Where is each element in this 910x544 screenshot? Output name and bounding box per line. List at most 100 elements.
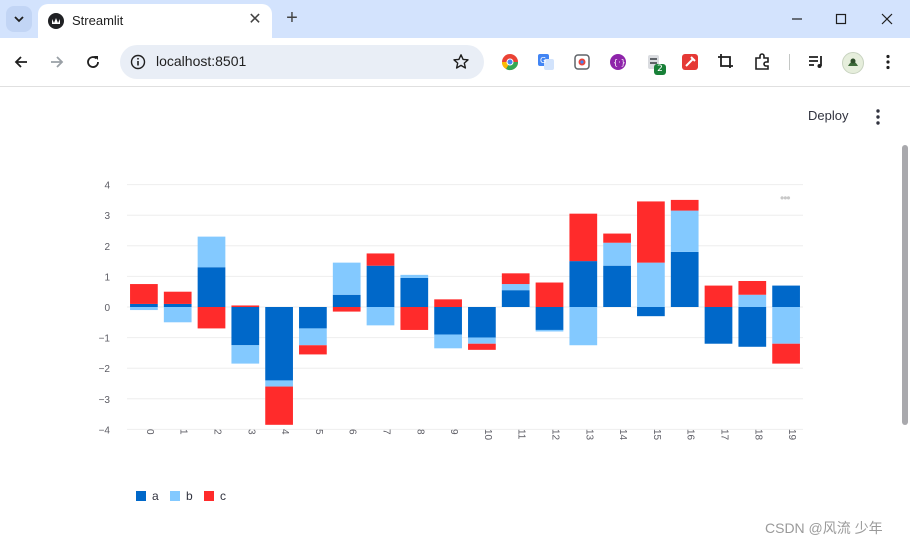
bar-b-6 [332, 262, 361, 295]
page-scrollbar[interactable] [902, 145, 908, 425]
translate-extension-icon[interactable]: G [537, 53, 555, 71]
x-tick-label: 8 [414, 429, 425, 435]
legend-swatch-b [170, 491, 180, 501]
bar-a-18 [738, 307, 767, 347]
chevron-down-icon [14, 16, 24, 23]
browser-tab[interactable]: Streamlit ✕ [38, 4, 272, 38]
bar-a-14 [603, 265, 631, 307]
reload-icon[interactable] [82, 51, 104, 73]
main-menu-icon[interactable] [870, 107, 886, 127]
bar-c-0 [130, 284, 158, 304]
y-tick-label: −2 [99, 364, 111, 375]
close-window-icon[interactable] [876, 8, 898, 30]
bar-c-15 [637, 201, 665, 263]
x-tick-label: 2 [212, 429, 223, 435]
tool-extension-icon[interactable] [681, 53, 699, 71]
bar-b-9 [434, 334, 462, 349]
y-tick-label: 0 [104, 303, 110, 314]
browser-toolbar: localhost:8501 G {·} 2 [0, 38, 910, 87]
bar-b-8 [400, 274, 429, 278]
bar-c-19 [772, 343, 800, 364]
maximize-icon[interactable] [830, 8, 852, 30]
bar-b-3 [231, 345, 260, 364]
bar-a-11 [501, 290, 530, 307]
address-bar[interactable]: localhost:8501 [120, 45, 484, 79]
bar-c-7 [366, 253, 395, 266]
bar-a-0 [130, 303, 158, 307]
legend-label-c: c [220, 489, 226, 503]
forward-icon[interactable] [46, 51, 68, 73]
bar-c-9 [434, 299, 462, 307]
bar-a-17 [704, 307, 733, 344]
bar-c-4 [265, 386, 293, 425]
x-tick-label: 14 [617, 429, 628, 441]
profile-avatar[interactable] [842, 52, 864, 74]
code-extension-icon[interactable]: {·} [609, 53, 627, 71]
legend-label-a: a [152, 489, 159, 503]
x-tick-label: 16 [685, 429, 696, 441]
y-tick-label: 3 [104, 211, 110, 222]
bar-c-12 [535, 282, 564, 307]
bar-a-9 [434, 307, 462, 335]
crop-extension-icon[interactable] [717, 53, 735, 71]
site-info-icon[interactable] [130, 54, 146, 70]
x-tick-label: 6 [347, 429, 358, 435]
streamlit-page: Deploy ••• 4 3 2 1 0 −1 −2 −3 −4 0 1 2 3 4 5 6 7 8 9 10 11 12… [0, 87, 910, 544]
x-tick-label: 9 [448, 429, 459, 435]
bar-c-3 [231, 305, 260, 307]
bar-b-15 [637, 262, 665, 307]
chrome-extension-icon[interactable] [501, 53, 519, 71]
media-queue-icon[interactable] [807, 53, 825, 71]
url-text: localhost:8501 [156, 53, 247, 69]
bar-a-8 [400, 277, 429, 307]
extensions-puzzle-icon[interactable] [753, 53, 771, 71]
y-tick-label: −1 [99, 334, 111, 345]
bar-b-7 [366, 307, 395, 326]
bar-a-4 [265, 307, 293, 381]
bar-b-16 [670, 210, 699, 252]
bar-c-1 [163, 291, 192, 304]
bar-b-18 [738, 294, 767, 307]
deploy-button[interactable]: Deploy [808, 108, 849, 123]
bar-c-14 [603, 233, 631, 243]
tab-title: Streamlit [72, 13, 124, 28]
bar-a-12 [535, 307, 564, 330]
x-tick-label: 11 [516, 429, 527, 440]
x-tick-label: 1 [178, 429, 189, 435]
svg-text:G: G [540, 56, 546, 65]
watermark: CSDN @风流 少年 [765, 520, 883, 536]
y-tick-label: 1 [104, 272, 110, 283]
tab-search-button[interactable] [6, 6, 32, 32]
bar-b-0 [130, 307, 158, 311]
x-tick-label: 10 [482, 429, 493, 441]
bar-b-4 [265, 380, 293, 387]
bar-c-18 [738, 280, 767, 295]
y-tick-label: −4 [99, 425, 111, 436]
x-tick-label: 5 [313, 429, 324, 435]
svg-text:{·}: {·} [613, 58, 626, 67]
back-icon[interactable] [10, 51, 32, 73]
x-tick-label: 15 [651, 429, 662, 441]
bar-a-7 [366, 265, 395, 307]
bar-a-1 [163, 303, 192, 307]
y-tick-label: 4 [104, 181, 110, 192]
x-tick-label: 17 [719, 429, 730, 441]
bar-c-17 [704, 285, 733, 307]
y-tick-label: 2 [104, 242, 110, 253]
legend-swatch-a [136, 491, 146, 501]
x-tick-label: 12 [550, 429, 561, 441]
bar-b-2 [197, 236, 226, 268]
new-tab-button[interactable]: + [286, 7, 298, 29]
close-tab-icon[interactable]: ✕ [248, 11, 262, 28]
browser-menu-icon[interactable] [879, 53, 897, 71]
bar-b-13 [569, 307, 598, 346]
bar-b-11 [501, 284, 530, 291]
bar-c-2 [197, 307, 226, 329]
bookmark-star-icon[interactable] [452, 53, 470, 71]
screenshot-extension-icon[interactable] [573, 53, 591, 71]
bar-c-13 [569, 213, 598, 262]
streamlit-favicon-icon [48, 13, 64, 29]
minimize-icon[interactable] [786, 8, 808, 30]
chart-actions-icon[interactable]: ••• [780, 191, 791, 205]
